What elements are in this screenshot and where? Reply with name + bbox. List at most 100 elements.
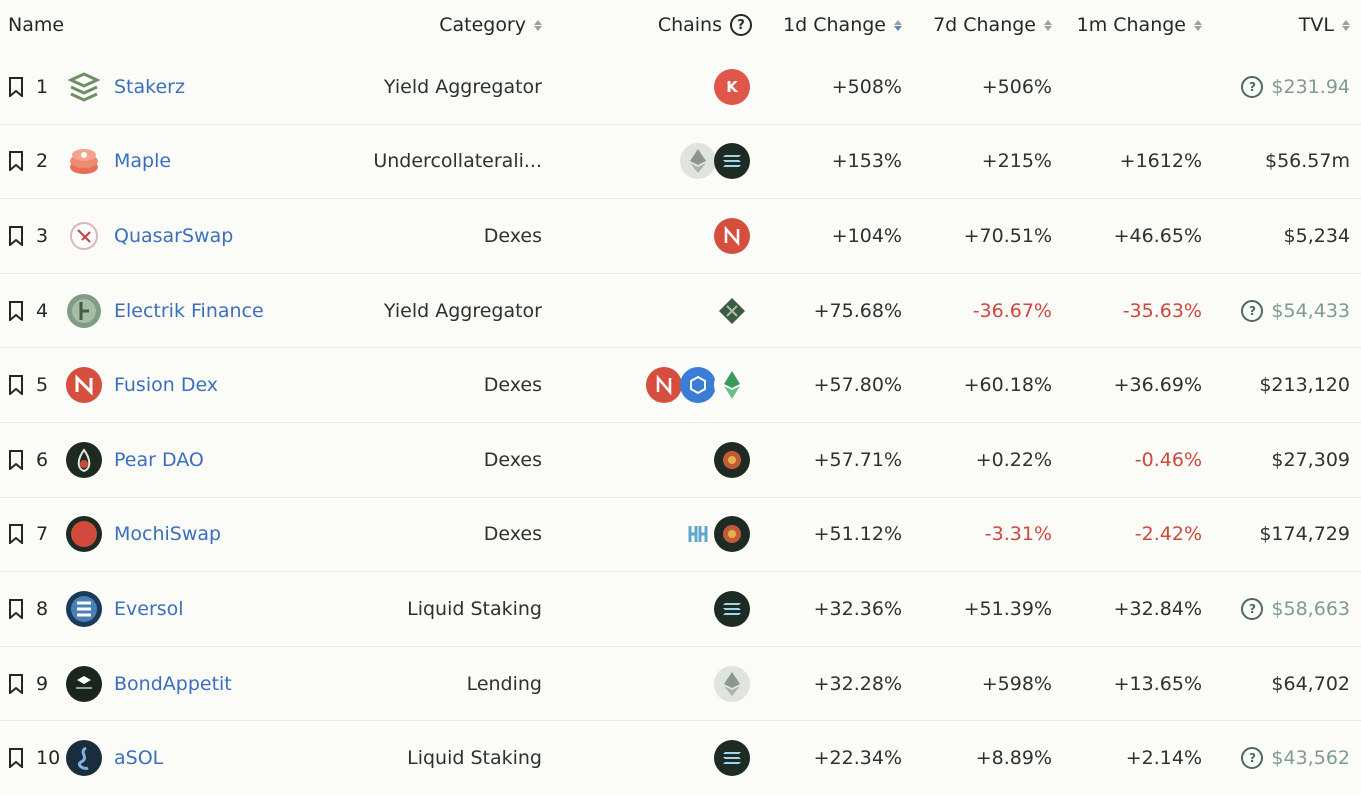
category-cell: Liquid Staking <box>330 598 542 620</box>
table-row[interactable]: 9 BondAppetit Lending +32.28% +598% +13.65% $6… <box>0 645 1361 721</box>
bitgert-chain-icon[interactable] <box>714 516 750 553</box>
category-cell: Undercollaterali... <box>330 150 542 172</box>
table-row[interactable]: 1 Stakerz Yield Aggregator K +508% +506%? $231… <box>0 50 1361 124</box>
chains-cell: K <box>542 68 752 105</box>
protocol-name-link[interactable]: Maple <box>114 150 172 173</box>
bookmark-icon[interactable] <box>8 598 24 619</box>
question-icon[interactable]: ? <box>1241 75 1264 98</box>
tvl-cell: $174,729 <box>1202 523 1361 545</box>
bookmark-icon[interactable] <box>8 375 24 396</box>
protocol-cell: 4 Electrik Finance <box>0 293 330 329</box>
table-body: 1 Stakerz Yield Aggregator K +508% +506%? $231… <box>0 50 1361 795</box>
solana-chain-icon[interactable] <box>714 143 750 180</box>
change-1d-cell: +508% <box>752 76 902 98</box>
harmony-chain-icon[interactable] <box>680 516 716 553</box>
chains-cell <box>542 590 752 627</box>
header-name-label: Name <box>8 14 65 36</box>
protocol-name-link[interactable]: Eversol <box>114 597 184 620</box>
change-1m-cell: +46.65% <box>1052 225 1202 247</box>
change-7d-cell: +8.89% <box>902 747 1052 769</box>
column-header-category[interactable]: Category <box>330 14 542 36</box>
table-row[interactable]: 4 Electrik Finance Yield Aggregator +75.68%… <box>0 272 1361 348</box>
category-label: Lending <box>466 672 542 695</box>
help-icon[interactable]: ? <box>730 14 752 36</box>
fantom-chain-icon[interactable] <box>680 367 716 404</box>
change-7d-cell: +60.18% <box>902 374 1052 396</box>
near-chain-icon[interactable] <box>714 217 750 254</box>
category-label: Dexes <box>483 374 542 397</box>
tvl-value: $64,702 <box>1271 672 1350 695</box>
column-header-name[interactable]: Name <box>0 14 330 36</box>
protocol-name-link[interactable]: Stakerz <box>114 75 185 98</box>
change-7d-cell: +215% <box>902 150 1052 172</box>
chains-cell <box>542 441 752 478</box>
bookmark-icon[interactable] <box>8 449 24 470</box>
protocol-cell: 9 BondAppetit <box>0 665 330 702</box>
column-header-1m-change[interactable]: 1m Change <box>1052 14 1202 36</box>
table-row[interactable]: 3 QuasarSwap Dexes +104% +70.51% +46.65% $5,23… <box>0 198 1361 273</box>
category-cell: Dexes <box>330 225 542 247</box>
table-row[interactable]: 8 Eversol Liquid Staking +32.36% +51.39% +32.… <box>0 571 1361 646</box>
solana-chain-icon[interactable] <box>714 590 750 627</box>
electrik-icon <box>66 293 102 329</box>
protocol-name-link[interactable]: BondAppetit <box>114 672 232 695</box>
table-row[interactable]: 7 MochiSwap Dexes +51.12% -3.31% -2.42% $174,7… <box>0 496 1361 572</box>
solana-chain-icon[interactable] <box>714 740 750 777</box>
table-row[interactable]: 2 Maple Undercollaterali... +153% +215% +1612… <box>0 123 1361 199</box>
protocol-name-link[interactable]: aSOL <box>114 747 164 770</box>
near-chain-icon[interactable] <box>646 367 682 404</box>
change-1m-cell: +1612% <box>1052 150 1202 172</box>
kardia-chain-icon[interactable] <box>714 292 750 329</box>
rank-number: 5 <box>36 374 49 397</box>
sort-desc-icon <box>894 19 902 31</box>
column-header-tvl[interactable]: TVL <box>1202 14 1361 36</box>
column-header-7d-change[interactable]: 7d Change <box>902 14 1052 36</box>
change-1d-cell: +104% <box>752 225 902 247</box>
change-7d-value: +215% <box>981 150 1052 173</box>
protocol-name-link[interactable]: Fusion Dex <box>114 374 219 397</box>
change-7d-value: +60.18% <box>963 374 1052 397</box>
change-1m-cell: +32.84% <box>1052 598 1202 620</box>
change-1d-value: +508% <box>831 75 902 98</box>
category-label: Yield Aggregator <box>383 299 542 322</box>
ethereum-chain-icon[interactable] <box>714 665 750 702</box>
question-icon[interactable]: ? <box>1241 747 1264 770</box>
change-1m-value: -2.42% <box>1134 523 1202 546</box>
table-row[interactable]: 6 Pear DAO Dexes +57.71% +0.22% -0.46% $27,309 <box>0 421 1361 497</box>
question-icon[interactable]: ? <box>1241 597 1264 620</box>
table-row[interactable]: 10 aSOL Liquid Staking +22.34% +8.89% +2.14%?… <box>0 720 1361 795</box>
question-icon[interactable]: ? <box>1241 299 1264 322</box>
chains-cell <box>542 217 752 254</box>
change-1d-value: +32.28% <box>813 672 902 695</box>
change-1m-cell: +13.65% <box>1052 673 1202 695</box>
bitgert-chain-icon[interactable] <box>714 441 750 478</box>
ethereum-chain-icon[interactable] <box>680 143 716 180</box>
change-1m-cell: +2.14% <box>1052 747 1202 769</box>
bookmark-icon[interactable] <box>8 300 24 321</box>
protocol-name-link[interactable]: Electrik Finance <box>114 299 264 322</box>
kcc-chain-icon[interactable]: K <box>714 68 750 105</box>
bookmark-icon[interactable] <box>8 225 24 246</box>
protocol-name-link[interactable]: MochiSwap <box>114 523 222 546</box>
change-1m-value: +46.65% <box>1113 224 1202 247</box>
rank-number: 7 <box>36 523 49 546</box>
ethereum-classic-chain-icon[interactable] <box>714 367 750 404</box>
category-label: Dexes <box>483 224 542 247</box>
column-header-1d-change[interactable]: 1d Change <box>752 14 902 36</box>
header-category-label: Category <box>439 14 526 36</box>
category-cell: Yield Aggregator <box>330 76 542 98</box>
change-1d-cell: +22.34% <box>752 747 902 769</box>
header-7d-label: 7d Change <box>933 14 1036 36</box>
table-row[interactable]: 5 Fusion Dex Dexes +57.80% +60.18% +36.69% $21… <box>0 347 1361 422</box>
bookmark-icon[interactable] <box>8 673 24 694</box>
protocol-name-link[interactable]: Pear DAO <box>114 448 204 471</box>
protocol-name-link[interactable]: QuasarSwap <box>114 224 234 247</box>
table-header: Name Category Chains ? 1d Change 7d Chan… <box>0 0 1361 50</box>
change-1d-value: +57.80% <box>813 374 902 397</box>
bookmark-icon[interactable] <box>8 748 24 769</box>
bookmark-icon[interactable] <box>8 76 24 97</box>
tvl-value: $27,309 <box>1271 448 1350 471</box>
bookmark-icon[interactable] <box>8 151 24 172</box>
category-label: Liquid Staking <box>407 747 542 770</box>
bookmark-icon[interactable] <box>8 524 24 545</box>
